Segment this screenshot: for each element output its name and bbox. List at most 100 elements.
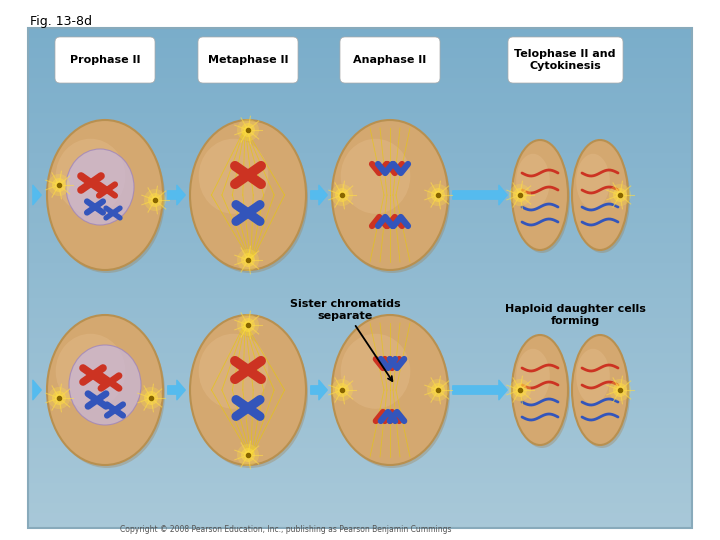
Ellipse shape <box>509 379 531 401</box>
Ellipse shape <box>331 379 353 401</box>
Ellipse shape <box>55 181 63 189</box>
Ellipse shape <box>609 184 631 206</box>
Bar <box>28 303 692 309</box>
Ellipse shape <box>576 349 610 404</box>
Bar <box>28 503 692 509</box>
Ellipse shape <box>151 196 159 204</box>
Ellipse shape <box>427 379 449 401</box>
Ellipse shape <box>335 188 349 202</box>
Text: Sister chromatids
separate: Sister chromatids separate <box>289 299 400 381</box>
Ellipse shape <box>55 394 63 402</box>
Ellipse shape <box>516 386 524 394</box>
Ellipse shape <box>241 123 255 137</box>
Ellipse shape <box>147 394 155 402</box>
Bar <box>28 258 692 264</box>
Bar <box>28 128 692 134</box>
Ellipse shape <box>140 387 162 409</box>
Bar <box>28 293 692 299</box>
Ellipse shape <box>516 191 524 199</box>
Bar <box>28 233 692 239</box>
Bar <box>28 353 692 359</box>
Bar <box>28 308 692 314</box>
Ellipse shape <box>513 188 527 202</box>
Bar <box>28 88 692 94</box>
Ellipse shape <box>334 318 450 468</box>
Ellipse shape <box>47 120 163 270</box>
Bar <box>28 263 692 269</box>
Bar <box>28 48 692 54</box>
Bar <box>28 478 692 484</box>
Text: Haploid daughter cells
forming: Haploid daughter cells forming <box>505 304 645 326</box>
Bar <box>28 103 692 109</box>
Ellipse shape <box>513 383 527 397</box>
Ellipse shape <box>237 314 259 336</box>
Bar <box>28 43 692 49</box>
Ellipse shape <box>434 191 442 199</box>
Bar <box>28 488 692 494</box>
Bar <box>28 118 692 124</box>
Bar <box>28 388 692 394</box>
Ellipse shape <box>48 387 70 409</box>
Ellipse shape <box>144 189 166 211</box>
Ellipse shape <box>509 184 531 206</box>
Bar <box>28 268 692 274</box>
Bar <box>28 68 692 74</box>
Bar <box>28 253 692 259</box>
Bar <box>28 53 692 59</box>
Bar <box>28 463 692 469</box>
Bar <box>28 518 692 524</box>
Ellipse shape <box>237 444 259 466</box>
Bar <box>28 93 692 99</box>
Bar <box>28 218 692 224</box>
Ellipse shape <box>192 318 308 468</box>
Bar <box>28 338 692 344</box>
Ellipse shape <box>190 315 306 465</box>
Ellipse shape <box>66 149 134 225</box>
Bar <box>28 248 692 254</box>
Bar <box>28 133 692 139</box>
Ellipse shape <box>52 178 66 192</box>
Ellipse shape <box>190 120 306 270</box>
Bar <box>28 213 692 219</box>
Bar <box>28 368 692 374</box>
Bar <box>28 123 692 129</box>
Bar <box>28 403 692 409</box>
Ellipse shape <box>192 123 308 273</box>
Text: Anaphase II: Anaphase II <box>354 55 427 65</box>
Bar <box>28 508 692 514</box>
Bar <box>28 138 692 144</box>
Bar <box>28 173 692 179</box>
Bar <box>28 178 692 184</box>
Bar <box>28 433 692 439</box>
Ellipse shape <box>148 193 162 207</box>
Bar <box>28 438 692 444</box>
Bar <box>28 358 692 364</box>
Ellipse shape <box>616 386 624 394</box>
Ellipse shape <box>244 451 252 459</box>
Bar <box>28 323 692 329</box>
Ellipse shape <box>572 335 628 445</box>
Bar <box>28 113 692 119</box>
Bar <box>28 298 692 304</box>
Ellipse shape <box>431 188 445 202</box>
Ellipse shape <box>331 184 353 206</box>
Bar <box>28 498 692 504</box>
Bar <box>28 223 692 229</box>
Ellipse shape <box>244 321 252 329</box>
Bar <box>28 208 692 214</box>
Ellipse shape <box>335 383 349 397</box>
Text: Prophase II: Prophase II <box>70 55 140 65</box>
Bar <box>28 408 692 414</box>
Bar <box>28 143 692 149</box>
Ellipse shape <box>341 334 410 409</box>
Ellipse shape <box>332 315 448 465</box>
Bar <box>28 63 692 69</box>
Ellipse shape <box>49 318 165 468</box>
Bar <box>28 523 692 529</box>
Bar <box>28 483 692 489</box>
Bar <box>28 413 692 419</box>
Bar <box>28 473 692 479</box>
Bar <box>28 188 692 194</box>
FancyBboxPatch shape <box>508 37 623 83</box>
Bar <box>28 243 692 249</box>
